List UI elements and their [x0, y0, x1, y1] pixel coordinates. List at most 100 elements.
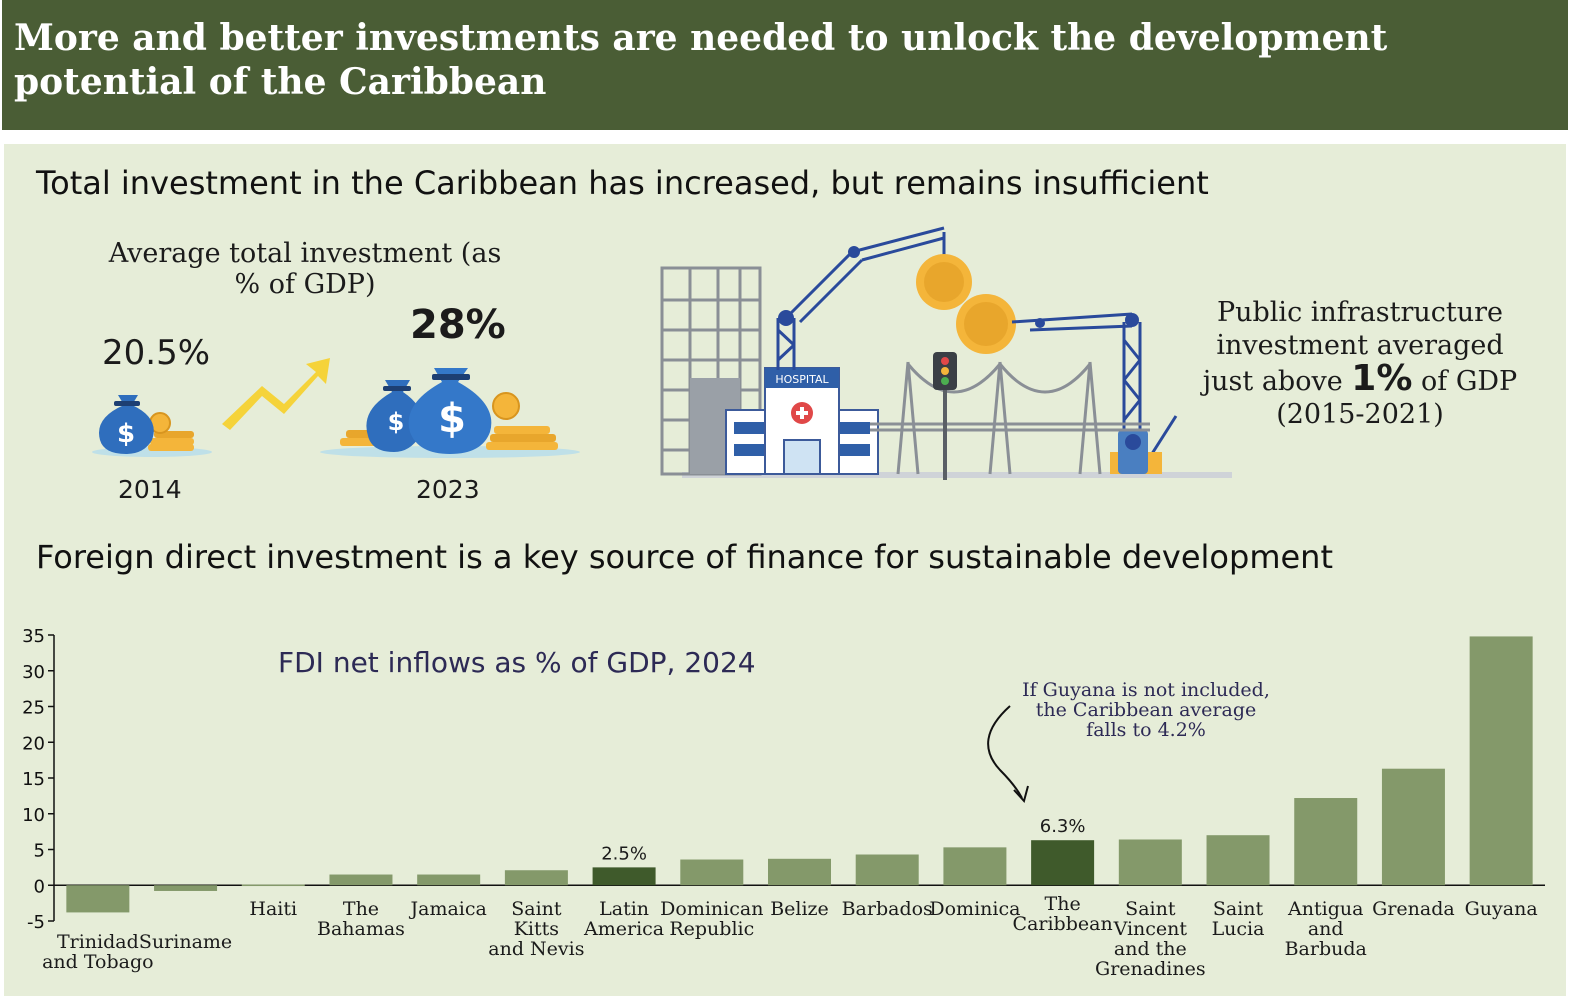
section-title-fdi: Foreign direct investment is a key sourc… [36, 538, 1333, 576]
x-tick-label: Latin America [583, 898, 664, 940]
x-tick-label-line: Suriname [139, 931, 232, 953]
x-tick-label-line: The [1045, 893, 1081, 915]
section-title-total-investment: Total investment in the Caribbean has in… [36, 164, 1209, 202]
x-tick-label-line: and Nevis [488, 938, 584, 960]
data-label: 6.3% [1040, 816, 1086, 837]
y-tick-label: 5 [34, 841, 45, 862]
y-tick-label: 0 [34, 876, 45, 897]
x-tick-label-line: Saint [1213, 898, 1264, 920]
y-tick-label: -5 [27, 912, 45, 933]
x-tick-label: Jamaica [409, 898, 487, 920]
bar-antigua-and-barbuda [1294, 798, 1358, 886]
y-tick-label: 15 [22, 769, 45, 790]
annotation-line: If Guyana is not included, [1022, 679, 1270, 701]
x-tick-label-line: America [583, 918, 664, 940]
infra-line-2: investment averaged [1216, 330, 1504, 361]
x-tick-label-line: Republic [669, 918, 754, 940]
bar-barbados [855, 854, 919, 886]
bar-dominica [943, 847, 1007, 886]
chart-title: FDI net inflows as % of GDP, 2024 [278, 646, 756, 679]
money-bags-2023-icon: $ $ [320, 368, 580, 458]
x-tick-label-line: and the [1114, 938, 1187, 960]
x-tick-label: Antigua and Barbuda [1285, 898, 1367, 960]
y-tick-label: 20 [22, 733, 45, 754]
annotation-line: the Caribbean average [1036, 699, 1256, 721]
x-tick-label-line: Saint [1125, 898, 1176, 920]
hospital-icon: HOSPITAL [725, 367, 879, 475]
x-tick-label-line: Kitts [514, 918, 559, 940]
infra-line-4: (2015-2021) [1276, 399, 1444, 430]
bar-latin-america [592, 867, 656, 886]
x-tick-label: Grenada [1372, 898, 1455, 920]
x-tick-label-line: Grenada [1372, 898, 1455, 920]
x-tick-label-line: Saint [511, 898, 562, 920]
x-tick-label-line: Jamaica [409, 898, 487, 920]
x-tick-label-line: Caribbean [1013, 913, 1113, 935]
money-bag-2014-icon: $ [92, 395, 212, 457]
x-tick-label-line: Trinidad [57, 931, 139, 953]
bar-the-caribbean [1031, 840, 1095, 886]
bar-jamaica [417, 874, 481, 886]
construction-illustration: HOSPITAL [660, 226, 1232, 480]
year-2014: 2014 [118, 475, 182, 504]
bar-grenada [1381, 768, 1445, 886]
bar-belize [768, 858, 831, 886]
x-tick-label-line: Vincent [1113, 918, 1188, 940]
bar-trinidad-and-tobago [66, 885, 130, 913]
value-2023: 28% [410, 302, 506, 348]
x-tick-label: The Caribbean [1013, 893, 1113, 935]
data-label: 2.5% [601, 843, 647, 864]
y-tick-label: 30 [22, 662, 45, 683]
header-banner: More and better investments are needed t… [2, 0, 1568, 130]
x-tick-label-line: and Tobago [42, 951, 154, 973]
infra-line-3-suffix: of GDP [1412, 366, 1518, 397]
bridge-icon [870, 361, 1150, 475]
bar-saint-kitts-and-nevis [504, 870, 568, 886]
traffic-light-icon [933, 352, 957, 480]
x-tick-label-line: Antigua [1287, 898, 1363, 920]
page-title: More and better investments are needed t… [14, 17, 1388, 103]
x-tick-label-line: Dominican [660, 898, 763, 920]
svg-text:$: $ [117, 419, 135, 449]
bar-haiti [241, 884, 305, 887]
bar-saint-lucia [1206, 835, 1270, 886]
x-tick-label-line: Haiti [249, 898, 297, 920]
crane-joint-icon [848, 246, 860, 258]
bar-saint-vincent-and-the-grenadines [1118, 839, 1182, 886]
bar-suriname [154, 885, 218, 891]
bar-dominican-republic [680, 859, 744, 886]
infra-highlight-value: 1% [1351, 358, 1413, 399]
x-tick-label-line: Grenadines [1095, 958, 1206, 980]
value-2014: 20.5% [102, 333, 211, 373]
x-tick-label: Saint Vincent and the Grenadines [1095, 898, 1206, 980]
x-tick-label: Guyana [1465, 898, 1538, 920]
x-tick-label: Dominican Republic [660, 898, 763, 940]
x-tick-label: The Bahamas [317, 898, 405, 940]
x-tick-label: Saint Lucia [1212, 898, 1265, 940]
year-2023: 2023 [416, 475, 480, 504]
x-tick-label-line: Lucia [1212, 918, 1265, 940]
infra-line-1: Public infrastructure [1216, 297, 1504, 328]
average-investment-title: Average total investment (as % of GDP) [108, 238, 502, 300]
x-tick-label-line: The [343, 898, 379, 920]
x-tick-label-line: Guyana [1465, 898, 1538, 920]
x-tick-label-line: Barbuda [1285, 938, 1367, 960]
crane-icon [776, 226, 945, 370]
crane-joint-icon [778, 310, 794, 326]
x-tick-label-line: Belize [770, 898, 829, 920]
hospital-sign-label: HOSPITAL [775, 373, 829, 386]
x-tick-label: Saint Kitts and Nevis [488, 898, 584, 960]
y-tick-label: 35 [22, 626, 45, 647]
infra-line-3: just above 1% of GDP [1190, 361, 1530, 398]
annotation-arrow [987, 705, 1023, 799]
x-tick-label: Trinidad and Tobago [42, 931, 154, 973]
x-tick-label-line: Barbados [842, 898, 933, 920]
infrastructure-investment-text: Public infrastructure investment average… [1190, 296, 1530, 431]
fdi-bar-chart: 35 30 25 20 15 10 5 0 -5 FDI net inflows as % of … [22, 626, 1545, 980]
infra-line-3-prefix: just above [1202, 366, 1352, 397]
x-tick-label: Belize [770, 898, 829, 920]
annotation-line: falls to 4.2% [1086, 719, 1206, 741]
bar-guyana [1469, 636, 1533, 886]
bar-the-bahamas [329, 874, 393, 886]
